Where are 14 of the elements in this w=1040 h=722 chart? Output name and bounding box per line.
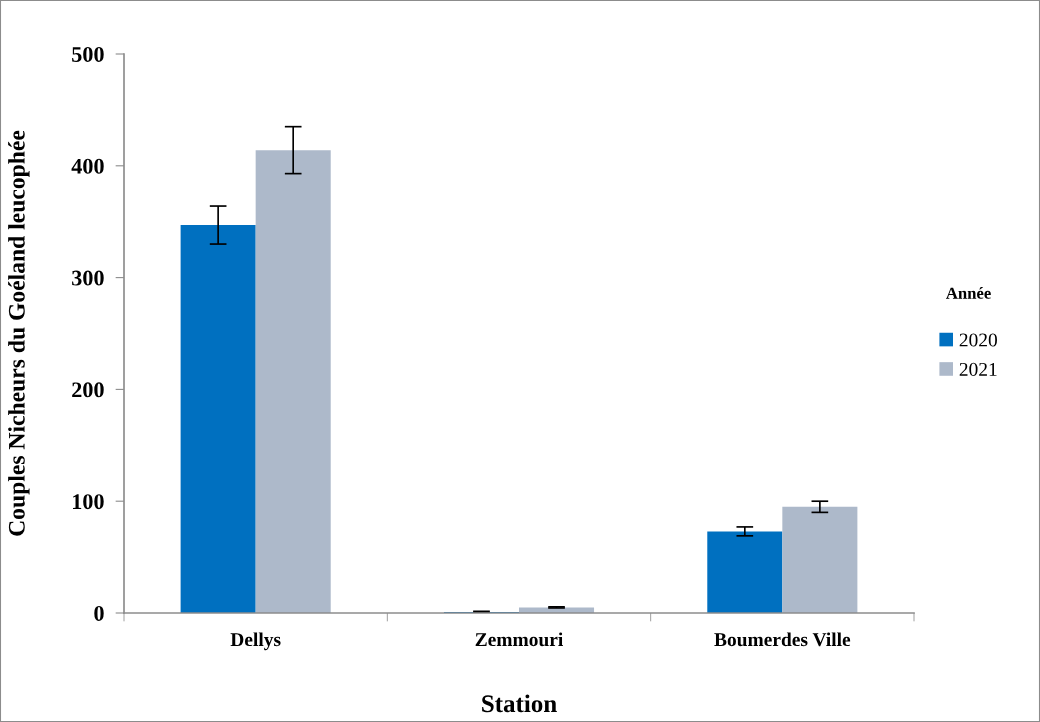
y-axis-title: Couples Nicheurs du Goéland leucophée (8, 130, 30, 536)
y-tick-label: 300 (72, 270, 104, 286)
x-axis-title: Station (482, 694, 557, 713)
y-tick-label: 400 (71, 158, 104, 174)
legend-label: 2020 (959, 333, 997, 347)
y-tick-label: 500 (72, 46, 104, 62)
y-tick-label: 100 (73, 494, 104, 510)
y-tick-label: 200 (72, 382, 104, 398)
x-tick-label: Zemmouri (475, 632, 563, 647)
legend-label: 2021 (959, 362, 997, 376)
x-tick-label: Dellys (230, 632, 281, 651)
legend-title: Année (946, 287, 991, 299)
y-tick-label: 0 (94, 605, 104, 621)
x-tick-label: Boumerdes Ville (714, 632, 851, 647)
